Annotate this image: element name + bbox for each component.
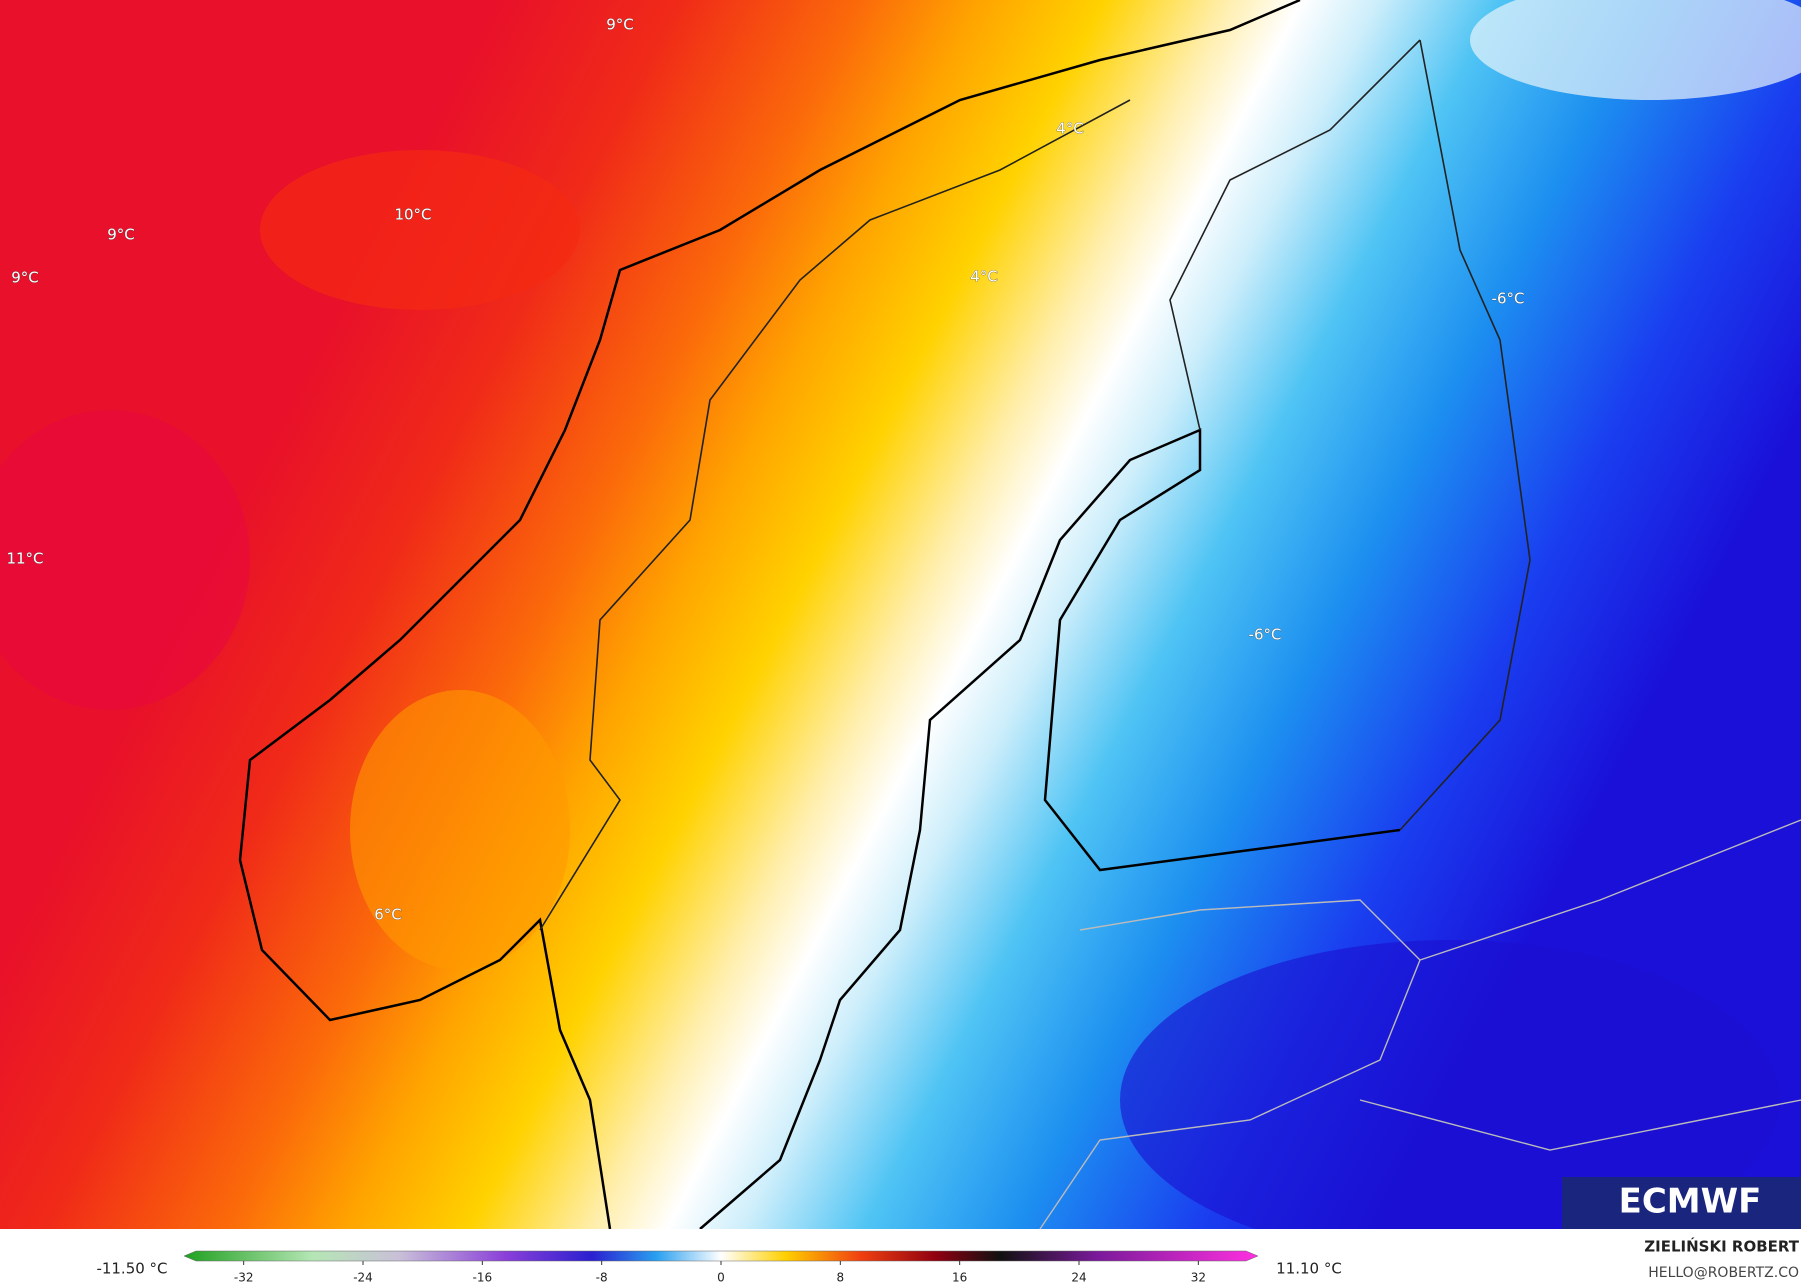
border [539, 99, 1131, 931]
warm-patch [260, 150, 580, 310]
map-labels: 9°C 10°C 9°C 9°C 11°C 4°C 4°C -6°C -6°C 6°C [6, 15, 1525, 924]
colorbar-tick-label: -16 [473, 1271, 493, 1285]
border [1169, 39, 1531, 831]
temperature-label: 9°C [11, 269, 39, 287]
temperature-label: 4°C [1056, 120, 1084, 138]
colorbar-tick-label: -24 [353, 1271, 373, 1285]
temperature-label: 11°C [6, 550, 43, 568]
colorbar-min: -11.50 °C [96, 1260, 167, 1278]
coastline [238, 0, 1301, 1230]
temperature-label: -6°C [1249, 626, 1282, 644]
colorbar-max: 11.10 °C [1276, 1260, 1342, 1278]
map: ECMWF [0, 0, 1801, 1260]
colorbar-ticks: -32 -24 -16 -8 0 8 16 24 32 [234, 1261, 1206, 1285]
temperature-label: 9°C [107, 226, 135, 244]
author: ZIELIŃSKI ROBERT [1644, 1237, 1799, 1256]
colorbar-tick-label: -32 [234, 1271, 254, 1285]
temperature-label: -6°C [1492, 290, 1525, 308]
colorbar-tick-label: 24 [1071, 1271, 1086, 1285]
colorbar-tick-label: 8 [837, 1271, 845, 1285]
colorbar-tick-label: 0 [717, 1271, 725, 1285]
logo: ECMWF [1619, 1182, 1762, 1222]
colorbar [183, 1250, 1259, 1262]
colorbar-tick-label: 16 [952, 1271, 967, 1285]
temperature-label: 4°C [970, 268, 998, 286]
warm-patch [0, 410, 250, 710]
warm-patch [350, 690, 570, 970]
temperature-label: 6°C [374, 906, 402, 924]
temperature-label: 9°C [606, 16, 634, 34]
temperature-label: 10°C [394, 206, 431, 224]
colorbar-tick-label: -8 [596, 1271, 608, 1285]
colorbar-tick-label: 32 [1191, 1271, 1206, 1285]
logo-box [1562, 1177, 1801, 1229]
cold-patch [1470, 0, 1801, 100]
footer: -11.50 °C 11.10 °C -32 -24 -16 -8 0 8 16 24 32 Z… [0, 1229, 1801, 1287]
border [1039, 819, 1801, 1230]
contact: HELLO@ROBERTZ.CO [1648, 1265, 1799, 1281]
coastline [699, 428, 1401, 1230]
